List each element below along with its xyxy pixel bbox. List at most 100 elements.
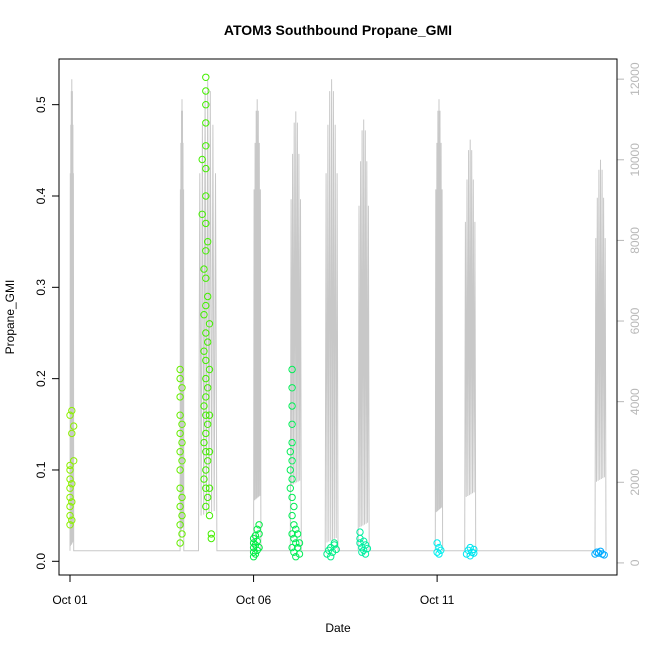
data-point: [470, 549, 478, 557]
data-points: [66, 73, 608, 561]
data-point: [360, 546, 368, 554]
data-point: [205, 484, 214, 492]
data-point: [202, 164, 210, 173]
data-point: [293, 543, 302, 552]
data-point: [202, 101, 210, 109]
data-point: [200, 402, 208, 410]
data-point: [286, 484, 294, 492]
data-point: [288, 493, 296, 502]
y2-tick-label: 8000: [628, 227, 642, 254]
data-point: [363, 544, 372, 553]
data-point: [198, 210, 206, 219]
data-point: [295, 539, 304, 547]
data-point: [255, 521, 263, 529]
data-point: [253, 525, 261, 533]
data-point: [66, 466, 74, 474]
data-point: [66, 511, 74, 520]
data-point: [255, 530, 263, 538]
data-point: [176, 448, 184, 456]
data-point: [288, 530, 296, 538]
data-point: [204, 493, 212, 502]
data-point: [202, 274, 210, 282]
y-tick-label: 0.4: [34, 187, 48, 204]
data-point: [253, 537, 261, 545]
data-point: [66, 461, 74, 470]
data-point: [332, 545, 340, 554]
data-point: [176, 374, 184, 383]
data-point: [176, 484, 184, 492]
data-point: [295, 550, 304, 558]
data-point: [66, 493, 74, 502]
data-point: [202, 448, 210, 456]
data-point: [288, 457, 296, 465]
data-point: [202, 484, 210, 492]
data-point: [433, 548, 441, 556]
data-point: [288, 384, 296, 392]
data-point: [70, 422, 78, 430]
data-point: [435, 543, 443, 552]
data-point: [288, 420, 296, 428]
data-point: [202, 393, 210, 401]
data-point: [200, 265, 208, 273]
data-point: [178, 493, 186, 502]
y2-tick-label: 4000: [628, 388, 642, 415]
y-tick-label: 0.5: [34, 96, 48, 113]
data-point: [288, 475, 296, 483]
data-point: [66, 475, 74, 483]
data-point: [290, 534, 298, 543]
data-point: [360, 537, 368, 545]
data-point: [202, 502, 210, 511]
data-point: [293, 530, 302, 538]
data-point: [202, 466, 210, 474]
data-point: [288, 402, 296, 410]
data-point: [202, 329, 210, 337]
data-point: [249, 539, 258, 547]
data-point: [292, 539, 300, 547]
data-point: [200, 438, 208, 447]
data-point: [176, 539, 184, 547]
y-axis-label: Propane_GMI: [3, 280, 17, 355]
data-point: [202, 429, 210, 438]
data-point: [204, 292, 212, 301]
data-point: [330, 541, 338, 549]
data-point: [176, 466, 184, 474]
data-point: [204, 238, 212, 246]
data-point: [202, 119, 210, 127]
data-point: [178, 530, 186, 538]
data-point: [255, 543, 263, 552]
x-tick-label: Oct 01: [52, 593, 88, 607]
y2-tick-label: 12000: [628, 62, 642, 96]
data-point: [176, 411, 184, 419]
data-point: [68, 480, 76, 488]
y-tick-label: 0.3: [34, 279, 48, 296]
data-point: [66, 521, 74, 529]
data-point: [290, 502, 298, 511]
data-point: [205, 511, 214, 520]
data-point: [205, 448, 214, 456]
y-tick-label: 0.1: [34, 461, 48, 478]
data-point: [68, 498, 76, 506]
data-point: [66, 411, 74, 419]
data-point: [202, 73, 210, 82]
data-point: [202, 87, 210, 95]
data-point: [178, 511, 186, 520]
data-point: [251, 550, 260, 558]
x-tick-label: Oct 06: [236, 593, 272, 607]
data-point: [202, 356, 210, 365]
data-point: [176, 429, 184, 438]
y2-tick-label: 6000: [628, 307, 642, 334]
data-point: [178, 384, 186, 392]
data-point: [68, 429, 76, 438]
data-point: [327, 553, 335, 561]
y2-tick-label: 2000: [628, 469, 642, 496]
data-point: [205, 365, 214, 374]
data-point: [202, 192, 210, 200]
data-point: [202, 301, 210, 310]
data-point: [70, 457, 78, 465]
data-point: [435, 550, 443, 558]
data-point: [176, 502, 184, 511]
y2-tick-label: 0: [628, 559, 642, 566]
data-point: [249, 548, 258, 556]
data-point: [466, 543, 474, 552]
data-point: [202, 374, 210, 383]
